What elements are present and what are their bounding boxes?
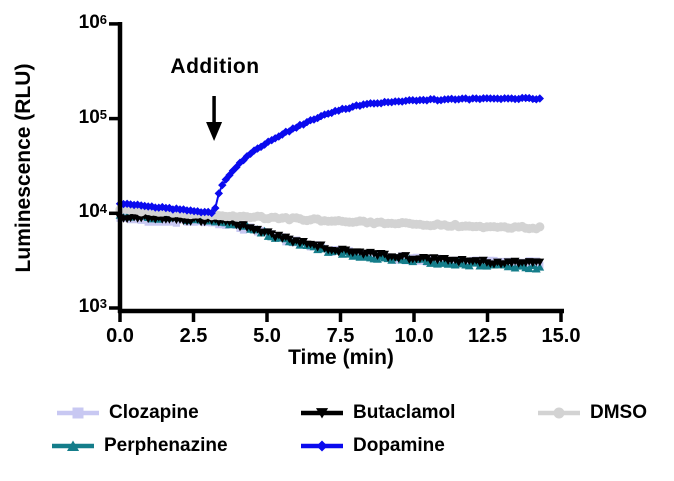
- series-dmso-markers: [115, 204, 545, 234]
- series-dopamine-markers: [115, 93, 545, 218]
- x-tick-label: 5.0: [253, 325, 281, 347]
- y-tick-label: 105: [78, 106, 107, 128]
- y-axis-title: Luminescence (RLU): [12, 63, 35, 273]
- x-axis-title: Time (min): [288, 346, 394, 369]
- x-tick-label: 2.5: [179, 325, 208, 347]
- y-tick-label: 104: [78, 201, 107, 223]
- x-tick-label: 10.0: [394, 325, 434, 347]
- x-tick-label: 0.0: [106, 325, 134, 347]
- series-butaclamol-markers: [115, 212, 545, 269]
- annotation-addition-label: Addition: [170, 55, 260, 78]
- y-tick-label: 106: [78, 11, 107, 33]
- series-perphenazine-markers: [115, 210, 545, 273]
- x-tick-label: 15.0: [541, 325, 581, 347]
- x-tick-label: 12.5: [468, 325, 507, 347]
- y-tick-label: 103: [78, 296, 107, 317]
- x-tick-label: 7.5: [326, 325, 355, 347]
- addition-arrow-head-icon: [206, 122, 223, 141]
